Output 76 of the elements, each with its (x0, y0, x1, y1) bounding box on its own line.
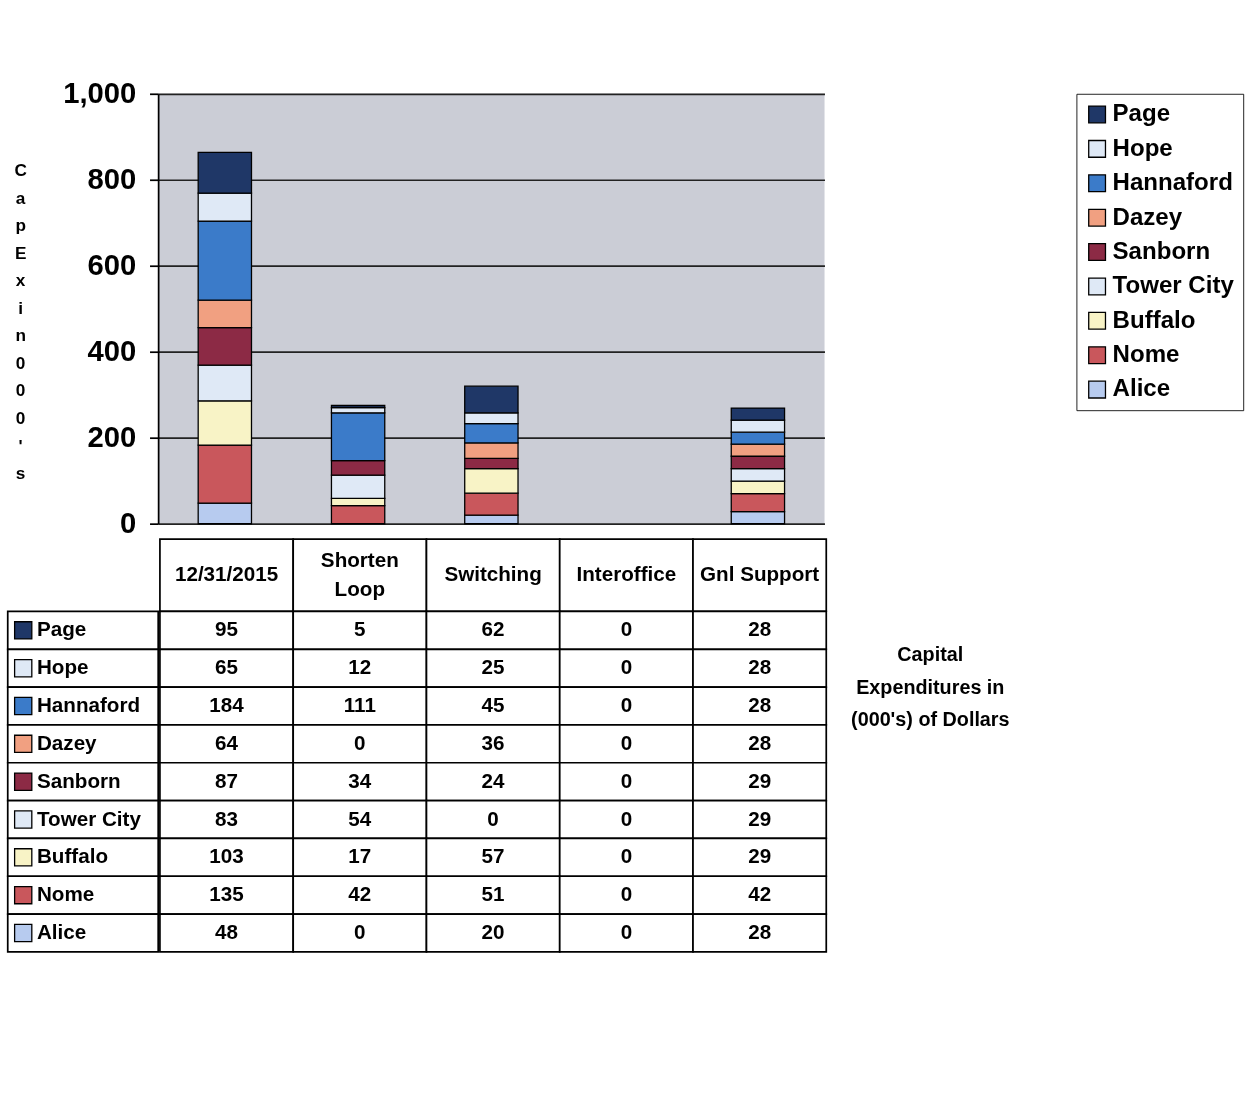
data-label: 111 (343, 693, 376, 717)
x-tick-label: Gnl Support (700, 562, 820, 586)
y-tick-label: 600 (87, 248, 137, 281)
data-label: 0 (620, 655, 633, 679)
data-label: 51 (481, 882, 505, 906)
data-label: 65 (215, 655, 239, 679)
data-label: 28 (748, 730, 772, 754)
data-label: 5 (354, 617, 366, 641)
legend-label: Tower City (36, 806, 142, 830)
text: Sanborn (1112, 236, 1211, 264)
data-label: 28 (748, 693, 772, 717)
data-label: 0 (354, 730, 366, 754)
data-label: 0 (620, 768, 633, 792)
text: Nome (36, 882, 95, 906)
text: Dazey (1112, 202, 1183, 230)
data-label: 0 (620, 882, 633, 906)
text: Hope (1112, 133, 1173, 161)
data-label: 0 (620, 730, 633, 754)
y-tick-label: 1,000 (63, 76, 137, 109)
data-label: 135 (209, 882, 244, 906)
legend-label: Nome (1112, 340, 1180, 368)
data-label: 45 (481, 693, 505, 717)
data-label: 36 (481, 730, 505, 754)
y-tick-label: 200 (87, 420, 137, 453)
legend-label: Alice (1112, 374, 1171, 402)
data-label: 57 (481, 844, 505, 868)
text: Alice (36, 920, 87, 944)
x-tick-label: Shorten Loop (320, 547, 399, 600)
legend-label: Sanborn (36, 768, 121, 792)
data-label: 17 (348, 844, 372, 868)
data-label: 28 (748, 920, 772, 944)
data-label: 87 (215, 768, 239, 792)
y-tick-label: 400 (87, 334, 137, 367)
data-label: 42 (748, 882, 772, 906)
text: Hannaford (1112, 168, 1233, 196)
data-label: 25 (481, 655, 505, 679)
y-tick-label: 800 (87, 162, 137, 195)
data-label: 28 (748, 655, 772, 679)
data-label: 184 (209, 693, 245, 717)
data-label: 83 (215, 806, 239, 830)
data-label: 0 (620, 920, 633, 944)
data-label: 95 (215, 617, 239, 641)
data-label: 29 (748, 844, 772, 868)
data-label: 0 (487, 806, 499, 830)
x-tick-label: Switching (444, 562, 542, 586)
x-tick-label: 12/31/2015 (174, 562, 279, 586)
data-label: 34 (348, 768, 372, 792)
data-label: 29 (748, 768, 772, 792)
data-label: 42 (348, 882, 372, 906)
data-label: 0 (620, 844, 633, 868)
data-label: 0 (620, 806, 633, 830)
legend-label: Hannaford (36, 693, 141, 717)
data-label: 103 (209, 844, 244, 868)
y-tick-label: 0 (120, 506, 137, 539)
data-label: 62 (481, 617, 505, 641)
text: Tower City (1112, 271, 1234, 299)
data-label: 28 (748, 617, 772, 641)
text: Buffalo (36, 844, 108, 868)
text: CapEx in 000's (14, 160, 27, 484)
data-label: 0 (354, 920, 366, 944)
legend-label: Buffalo (1112, 305, 1196, 333)
legend-label: Dazey (36, 730, 98, 754)
data-label: 54 (348, 806, 372, 830)
data-label: 0 (620, 693, 633, 717)
data-label: 24 (481, 768, 506, 792)
data-label: 64 (215, 730, 239, 754)
text: Capital Expenditures in (000's) of Dollars (851, 642, 1010, 731)
data-label: 12 (348, 655, 372, 679)
data-label: 48 (215, 920, 239, 944)
x-tick-label: Interoffice (576, 562, 677, 586)
text: Page (1112, 99, 1171, 127)
legend-label: Hope (36, 655, 89, 679)
data-label: 20 (481, 920, 505, 944)
legend-label: Page (36, 617, 87, 641)
data-label: 0 (620, 617, 633, 641)
data-label: 29 (748, 806, 772, 830)
